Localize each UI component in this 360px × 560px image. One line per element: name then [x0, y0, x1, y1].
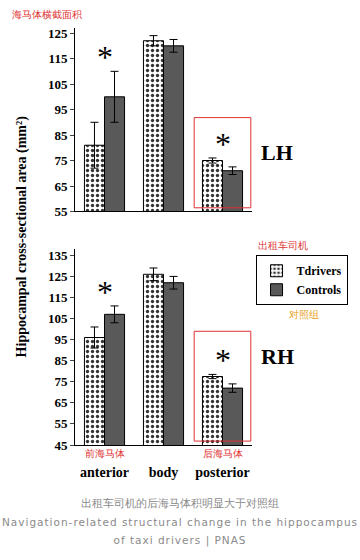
- html-text:Navigation-related structural: Navigation-related structural change in …: [2, 516, 358, 546]
- svg-text:95: 95: [54, 332, 68, 347]
- svg-text:45: 45: [54, 438, 68, 453]
- svg-text:body: body: [149, 465, 179, 480]
- svg-text:*: *: [97, 274, 113, 310]
- svg-text:后海马体: 后海马体: [203, 448, 243, 459]
- svg-text:*: *: [215, 126, 231, 162]
- svg-text:*: *: [215, 342, 231, 378]
- svg-text:85: 85: [54, 128, 68, 143]
- svg-text:55: 55: [54, 416, 68, 431]
- svg-text:Tdrivers: Tdrivers: [297, 264, 342, 278]
- svg-text:RH: RH: [261, 344, 294, 369]
- svg-text:65: 65: [54, 395, 68, 410]
- svg-text:125: 125: [48, 26, 68, 41]
- svg-text:75: 75: [54, 374, 68, 389]
- svg-text:*: *: [97, 39, 113, 75]
- svg-text:Controls: Controls: [297, 283, 342, 297]
- svg-text:出租车司机: 出租车司机: [258, 240, 308, 251]
- svg-text:85: 85: [54, 353, 68, 368]
- svg-text:115: 115: [49, 51, 68, 66]
- svg-text:65: 65: [54, 179, 68, 194]
- svg-text:115: 115: [49, 290, 68, 305]
- svg-text:anterior: anterior: [80, 465, 129, 480]
- svg-text:135: 135: [48, 248, 68, 263]
- svg-text:LH: LH: [261, 140, 293, 165]
- svg-text:105: 105: [48, 311, 68, 326]
- svg-text:105: 105: [48, 77, 68, 92]
- html-text:出租车司机的后海马体积明显大于对照组: 出租车司机的后海马体积明显大于对照组: [81, 497, 279, 510]
- svg-text:55: 55: [54, 204, 68, 219]
- svg-text:前海马体: 前海马体: [85, 448, 125, 459]
- svg-text:125: 125: [48, 269, 68, 284]
- svg-text:Hippocampal cross-sectional ar: Hippocampal cross-sectional area (mm²): [14, 116, 30, 358]
- svg-text:95: 95: [54, 102, 68, 117]
- svg-text:75: 75: [54, 153, 68, 168]
- svg-text:对照组: 对照组: [289, 309, 319, 320]
- svg-text:海马体横截面积: 海马体横截面积: [12, 9, 82, 20]
- svg-text:posterior: posterior: [195, 465, 249, 480]
